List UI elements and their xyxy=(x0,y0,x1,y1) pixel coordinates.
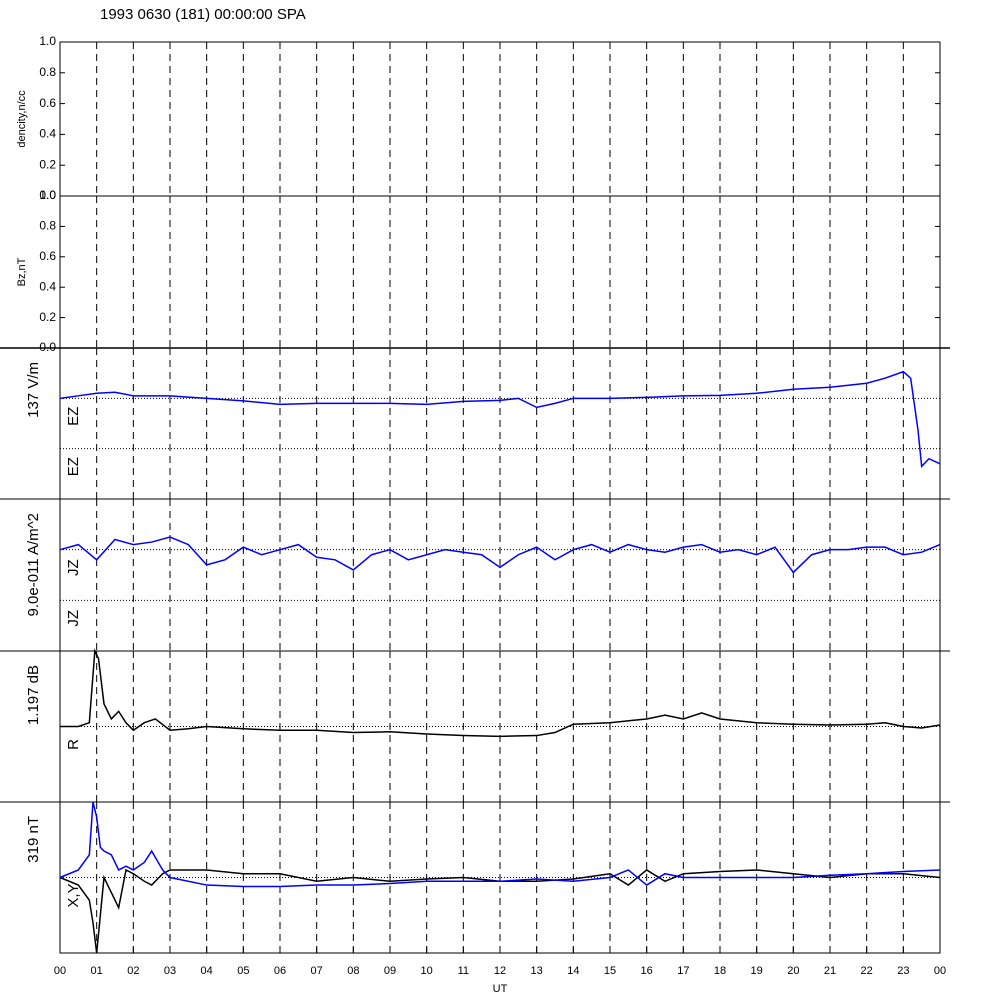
x-tick-label: 11 xyxy=(458,965,469,977)
y-tick-label: 0.2 xyxy=(39,157,56,171)
y-tick-label: 1.0 xyxy=(39,34,56,48)
scale-label: 319 nT xyxy=(25,816,42,863)
x-tick-label: 08 xyxy=(347,965,359,977)
x-tick-label: 00 xyxy=(54,965,66,977)
y-tick-label: 0.6 xyxy=(39,96,56,110)
data-line xyxy=(59,801,941,888)
scale-label: 137 V/m xyxy=(25,362,42,418)
x-tick-label: 14 xyxy=(567,965,579,977)
data-line xyxy=(60,648,941,738)
x-tick-label: 09 xyxy=(384,965,396,977)
data-line xyxy=(59,370,941,468)
x-tick-label: 10 xyxy=(421,965,433,977)
x-tick-label: 16 xyxy=(641,965,653,977)
trace-tag: JZ xyxy=(65,559,82,576)
trace-tag: JZ xyxy=(65,610,82,627)
x-tick-label: 17 xyxy=(677,965,689,977)
y-tick-label: 0.6 xyxy=(39,249,56,263)
x-tick-label: 12 xyxy=(494,965,506,977)
x-tick-label: 01 xyxy=(91,965,103,977)
x-tick-label: 21 xyxy=(824,965,836,977)
data-line xyxy=(59,536,941,574)
x-tick-label: 20 xyxy=(787,965,799,977)
x-tick-label: 03 xyxy=(164,965,176,977)
x-tick-label: 05 xyxy=(237,965,249,977)
data-line xyxy=(59,868,941,954)
x-tick-label: 00 xyxy=(934,965,946,977)
x-tick-label: 04 xyxy=(201,965,213,977)
x-tick-label: 22 xyxy=(861,965,873,977)
y-tick-label: 0.4 xyxy=(39,279,56,293)
x-axis-label: UT xyxy=(493,983,508,995)
y-tick-label: 0.0 xyxy=(39,188,56,202)
x-tick-label: 19 xyxy=(751,965,763,977)
x-tick-label: 02 xyxy=(127,965,139,977)
y-tick-label: 0.2 xyxy=(39,310,56,324)
x-tick-label: 13 xyxy=(531,965,543,977)
x-tick-label: 15 xyxy=(604,965,616,977)
x-tick-label: 07 xyxy=(311,965,323,977)
y-axis-label: dencity,n/cc xyxy=(16,90,28,148)
y-tick-label: 0.4 xyxy=(39,127,56,141)
x-tick-label: 06 xyxy=(274,965,286,977)
trace-tag: R xyxy=(65,739,82,750)
y-tick-label: 1.0 xyxy=(39,188,56,202)
chart-title: 1993 0630 (181) 00:00:00 SPA xyxy=(100,6,306,23)
x-tick-label: 23 xyxy=(897,965,909,977)
scale-label: 1.197 dB xyxy=(25,665,42,725)
y-tick-label: 0.8 xyxy=(39,219,56,233)
scale-label: 9.0e-011 A/m^2 xyxy=(25,513,42,617)
y-axis-label: Bz,nT xyxy=(16,257,28,286)
trace-tag: X,Y xyxy=(65,883,82,907)
trace-tag: EZ xyxy=(65,457,82,476)
y-tick-label: 0.0 xyxy=(39,340,56,354)
x-tick-label: 18 xyxy=(714,965,726,977)
trace-tag: EZ xyxy=(65,407,82,426)
y-tick-label: 0.8 xyxy=(39,65,56,79)
